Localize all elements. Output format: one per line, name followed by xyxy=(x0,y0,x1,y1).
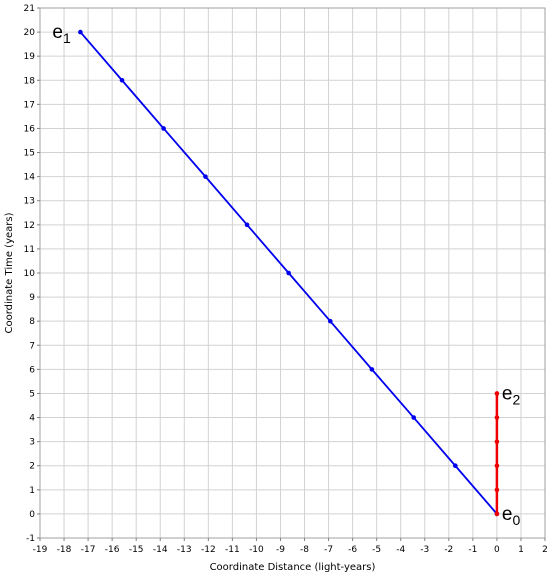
y-tick-label: 20 xyxy=(24,28,36,38)
event-label-e1: e1 xyxy=(52,22,71,46)
x-tick-label: -15 xyxy=(129,545,144,555)
x-tick-label: -10 xyxy=(249,545,264,555)
y-tick-label: 4 xyxy=(29,414,35,424)
y-tick-label: 11 xyxy=(24,245,35,255)
series-1-point xyxy=(244,222,250,228)
x-tick-label: -7 xyxy=(324,545,333,555)
x-tick-label: -4 xyxy=(396,545,405,555)
series-2-point xyxy=(494,391,500,396)
y-tick-label: 21 xyxy=(24,4,35,14)
series-1-point xyxy=(78,29,83,35)
y-tick-label: 0 xyxy=(29,510,35,520)
series-1-point xyxy=(369,367,375,372)
x-tick-label: 1 xyxy=(518,545,524,555)
y-tick-label: 2 xyxy=(29,462,35,472)
y-tick-label: 7 xyxy=(29,341,35,351)
series-layer xyxy=(78,29,500,517)
y-tick-label: 12 xyxy=(24,221,35,231)
y-tick-label: 16 xyxy=(24,124,36,134)
y-tick-label: -1 xyxy=(26,534,35,544)
x-tick-label: -14 xyxy=(153,545,168,555)
y-tick-label: 9 xyxy=(29,293,35,303)
y-tick-label: 6 xyxy=(29,365,35,375)
x-tick-label: -9 xyxy=(276,545,285,555)
x-tick-label: -6 xyxy=(348,545,357,555)
series-1-point xyxy=(161,126,166,131)
series-2-point xyxy=(494,415,500,420)
x-tick-label: -16 xyxy=(105,545,120,555)
series-2-point xyxy=(494,511,500,517)
x-tick-label: 0 xyxy=(494,545,500,555)
x-tick-label: -19 xyxy=(33,545,48,555)
y-tick-label: 19 xyxy=(24,52,36,62)
series-1-point xyxy=(411,415,417,420)
x-tick-label: -13 xyxy=(177,545,192,555)
series-1-point xyxy=(327,318,333,324)
y-tick-label: 3 xyxy=(29,438,35,448)
x-axis-label: Coordinate Distance (light-years) xyxy=(210,562,376,573)
series-1-point xyxy=(286,270,291,276)
x-tick-label: -18 xyxy=(57,545,72,555)
series-1-point xyxy=(119,77,125,83)
y-tick-label: 17 xyxy=(24,100,35,110)
x-tick-label: -17 xyxy=(81,545,96,555)
series-1-point xyxy=(453,463,458,469)
y-tick-label: 13 xyxy=(24,197,35,207)
series-2-point xyxy=(494,487,500,493)
y-tick-label: 10 xyxy=(24,269,36,279)
grid xyxy=(39,7,546,539)
x-tick-label: -5 xyxy=(372,545,381,555)
series-2-point xyxy=(494,463,500,469)
y-tick-label: 15 xyxy=(24,149,35,159)
x-tick-label: -1 xyxy=(468,545,477,555)
x-axis-ticks: -19 -18 -17 -16 -15 -14 -13 -12 -11 -10 -9 -8 -7 -6 -5… xyxy=(33,538,548,555)
y-tick-label: 5 xyxy=(29,389,35,399)
y-tick-label: 1 xyxy=(29,486,35,496)
x-tick-label: -12 xyxy=(201,545,216,555)
event-label-e2: e2 xyxy=(502,383,521,407)
y-tick-label: 8 xyxy=(29,317,35,327)
event-label-e0: e0 xyxy=(502,504,521,528)
y-tick-label: 18 xyxy=(24,76,36,86)
annotations: e0 e1 e2 xyxy=(52,22,520,528)
y-axis-label: Coordinate Time (years) xyxy=(4,212,15,333)
x-tick-label: -8 xyxy=(300,545,309,555)
x-tick-label: 2 xyxy=(542,545,548,555)
y-tick-label: 14 xyxy=(24,173,36,183)
series-2-point xyxy=(494,439,500,444)
x-tick-label: -11 xyxy=(225,545,240,555)
series-1-point xyxy=(203,174,208,179)
x-tick-label: -2 xyxy=(444,545,453,555)
x-tick-label: -3 xyxy=(420,545,429,555)
